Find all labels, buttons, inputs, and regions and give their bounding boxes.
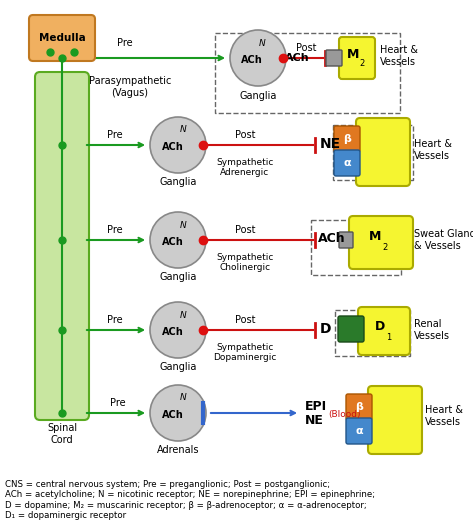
Text: Post: Post [235, 315, 255, 325]
FancyBboxPatch shape [339, 232, 353, 248]
Text: Heart &
Vessels: Heart & Vessels [425, 405, 463, 427]
Text: Ganglia: Ganglia [239, 91, 277, 101]
Text: Heart &
Vessels: Heart & Vessels [380, 45, 418, 67]
FancyBboxPatch shape [338, 316, 364, 342]
Text: N: N [180, 220, 186, 229]
Text: α: α [343, 158, 351, 168]
Text: ACh: ACh [162, 142, 184, 152]
Text: 2: 2 [359, 60, 365, 69]
FancyBboxPatch shape [334, 150, 360, 176]
Text: β: β [355, 402, 363, 412]
Text: Pre: Pre [110, 398, 126, 408]
Text: Pre: Pre [107, 225, 123, 235]
Circle shape [150, 302, 206, 358]
FancyBboxPatch shape [334, 126, 360, 152]
Text: ACh: ACh [162, 237, 184, 247]
Text: Heart &
Vessels: Heart & Vessels [414, 139, 452, 161]
Text: α: α [355, 426, 363, 436]
Text: 2: 2 [382, 243, 388, 252]
Text: ACh: ACh [318, 232, 346, 245]
Bar [335, 310, 410, 356]
FancyBboxPatch shape [368, 386, 422, 454]
Bar [333, 125, 413, 180]
Text: Ganglia: Ganglia [159, 362, 197, 372]
Text: β: β [343, 134, 351, 144]
Text: (Blood): (Blood) [328, 410, 360, 419]
Circle shape [150, 117, 206, 173]
Text: Renal
Vessels: Renal Vessels [414, 319, 450, 341]
Text: EPI: EPI [305, 400, 327, 412]
Text: Ganglia: Ganglia [159, 177, 197, 187]
Bar [311, 220, 401, 275]
Text: Sympathetic
Cholinergic: Sympathetic Cholinergic [216, 253, 274, 272]
Text: Sympathetic
Dopaminergic: Sympathetic Dopaminergic [213, 343, 277, 362]
Text: M: M [369, 230, 381, 244]
Text: N: N [259, 38, 265, 47]
Text: D: D [375, 320, 385, 334]
Bar [215, 33, 400, 113]
Text: 1: 1 [386, 332, 392, 342]
FancyBboxPatch shape [346, 394, 372, 420]
FancyBboxPatch shape [29, 15, 95, 61]
Text: NE: NE [305, 413, 324, 427]
Text: Post: Post [235, 225, 255, 235]
FancyBboxPatch shape [326, 50, 342, 66]
FancyBboxPatch shape [35, 72, 89, 420]
Text: Pre: Pre [107, 315, 123, 325]
FancyBboxPatch shape [358, 307, 410, 355]
Circle shape [150, 385, 206, 441]
Text: Post: Post [296, 43, 316, 53]
FancyBboxPatch shape [346, 418, 372, 444]
Text: ACh: ACh [285, 53, 310, 63]
Text: ACh: ACh [162, 410, 184, 420]
Text: CNS = central nervous system; Pre = preganglionic; Post = postganglionic;
ACh = : CNS = central nervous system; Pre = preg… [5, 480, 375, 520]
Text: Ganglia: Ganglia [159, 272, 197, 282]
Text: D: D [320, 322, 332, 336]
FancyBboxPatch shape [356, 118, 410, 186]
Text: Post: Post [235, 130, 255, 140]
Text: Sweat Glands
& Vessels: Sweat Glands & Vessels [414, 229, 473, 251]
Text: NE: NE [320, 137, 341, 151]
FancyBboxPatch shape [339, 37, 375, 79]
Text: Spinal
Cord: Spinal Cord [47, 423, 77, 445]
Text: Pre: Pre [107, 130, 123, 140]
Circle shape [150, 212, 206, 268]
Text: ACh: ACh [241, 55, 263, 65]
Circle shape [230, 30, 286, 86]
Text: Pre: Pre [117, 38, 133, 48]
Text: Medulla: Medulla [39, 33, 85, 43]
Text: N: N [180, 394, 186, 403]
Text: Parasympathetic
(Vagus): Parasympathetic (Vagus) [89, 76, 171, 97]
FancyBboxPatch shape [349, 216, 413, 269]
Text: ACh: ACh [162, 327, 184, 337]
Text: M: M [347, 47, 359, 61]
Text: N: N [180, 311, 186, 320]
Text: Adrenals: Adrenals [157, 445, 199, 455]
Text: N: N [180, 126, 186, 135]
Text: Sympathetic
Adrenergic: Sympathetic Adrenergic [216, 158, 274, 177]
